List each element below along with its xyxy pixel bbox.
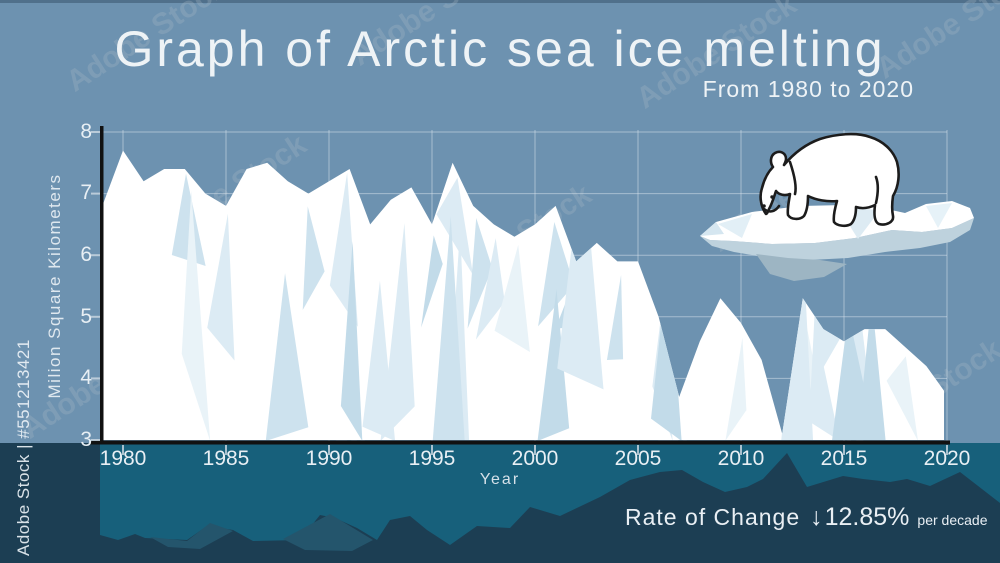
bear-shoulder-line <box>788 160 797 196</box>
floe-underside <box>700 218 974 260</box>
bear-eye <box>770 195 774 199</box>
x-tick-label: 2015 <box>820 447 868 470</box>
x-axis-line <box>90 440 950 445</box>
subtitle: From 1980 to 2020 <box>702 76 914 102</box>
page-title: Graph of Arctic sea ice melting <box>114 21 886 77</box>
rate-of-change-unit: per decade <box>917 512 988 528</box>
x-tick-label: 2010 <box>717 447 765 470</box>
x-tick-label: 1980 <box>99 447 147 470</box>
down-arrow-icon: ↓ <box>810 503 823 531</box>
x-tick-label: 1990 <box>305 447 353 470</box>
water-band <box>0 443 1000 563</box>
bear-body <box>759 132 900 228</box>
polar-bear-illustration <box>759 132 900 228</box>
bear-cheek-line <box>762 204 781 213</box>
x-tick-label: 2020 <box>923 447 971 470</box>
water-teal-layer <box>100 443 1000 545</box>
axis-tick-marks <box>91 131 948 455</box>
y-axis-title: Milion Square Kilometers <box>45 173 64 399</box>
floe-underside-deep <box>756 254 847 281</box>
top-edge-strip <box>0 0 1000 3</box>
y-tick-label: 3 <box>80 428 92 451</box>
rate-of-change-value: 12.85% <box>824 503 910 531</box>
rate-of-change-label: Rate of Change <box>625 504 801 530</box>
bear-nose <box>762 204 766 208</box>
x-tick-label: 1985 <box>202 447 250 470</box>
x-tick-label: 2005 <box>614 447 662 470</box>
y-axis-line <box>100 126 104 444</box>
y-tick-label: 7 <box>80 181 92 204</box>
y-tick-label: 5 <box>80 305 92 328</box>
y-tick-label: 4 <box>80 366 92 389</box>
x-tick-label: 1995 <box>408 447 456 470</box>
y-tick-label: 8 <box>80 120 92 143</box>
floe-facet <box>700 222 724 236</box>
rate-of-change: Rate of Change ↓ 12.85% per decade <box>625 503 987 532</box>
watermark-id-text: Adobe Stock | #551213421 <box>14 339 33 556</box>
sunken-ice-silhouette <box>150 523 233 549</box>
floe-facet <box>718 214 752 238</box>
sunken-ice-silhouette <box>283 514 373 551</box>
x-tick-label: 2000 <box>511 447 559 470</box>
y-tick-label: 6 <box>80 243 92 266</box>
floe-facet <box>926 203 952 228</box>
x-axis-title: Year <box>479 471 521 488</box>
bear-haunch-line <box>874 175 880 205</box>
